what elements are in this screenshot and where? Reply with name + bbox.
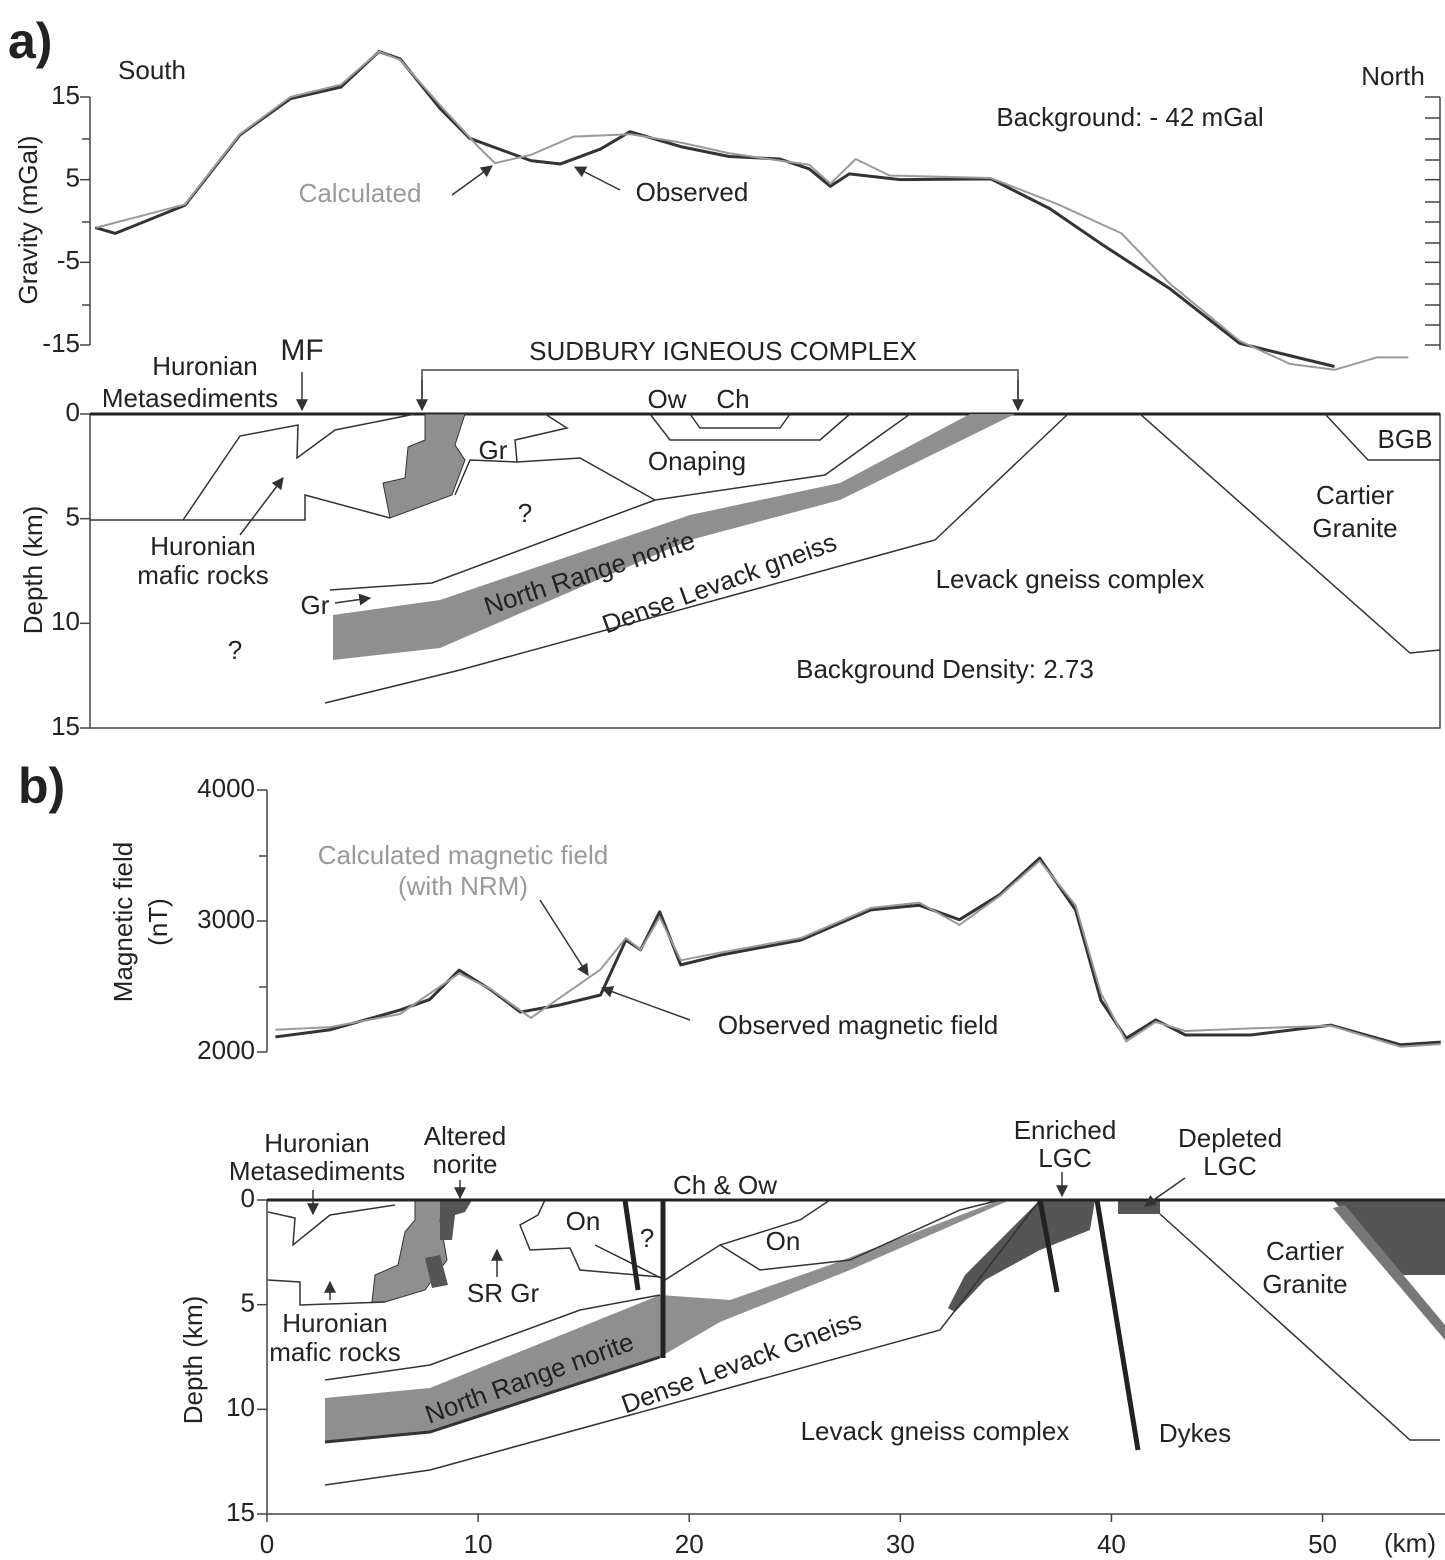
annotation: Background: - 42 mGal [996,102,1263,132]
unit-label: Huronian [282,1308,388,1338]
y-tick-label: 5 [66,502,80,532]
y-axis-title: Gravity (mGal) [13,136,43,305]
unit-label: Ch [716,384,749,414]
y-tick-label: 10 [51,606,80,636]
annotation: South [118,55,186,85]
unit-label: LGC [1038,1143,1091,1173]
x-tick-label: 30 [886,1529,915,1559]
unit-label: SUDBURY IGNEOUS COMPLEX [529,336,917,366]
data-line [94,50,1335,368]
unit-label: Depleted [1178,1123,1282,1153]
unit-label: Enriched [1014,1115,1117,1145]
unit-label: Ch & Ow [673,1170,777,1200]
y-tick-label: 15 [51,80,80,110]
unit-label: Granite [1312,513,1397,543]
unit-label: Huronian [152,351,258,381]
data-line [96,50,1409,371]
section-a [89,369,1441,729]
y-tick-label: 2000 [197,1035,255,1065]
y-tick-label: 4000 [197,773,255,803]
y-axis-title: Depth (km) [178,1296,208,1425]
x-tick-label: 50 [1308,1529,1337,1559]
y-tick-label: 5 [241,1288,255,1318]
unit-label: On [766,1226,801,1256]
unit-label: Onaping [648,446,746,476]
unit-label: On [566,1206,601,1236]
unit-label: mafic rocks [137,560,268,590]
unit-label: Background Density: 2.73 [796,654,1094,684]
panel-label: a) [8,13,52,69]
minor-ticks [82,117,1440,326]
unit-label: Cartier [1316,480,1394,510]
y-tick-label: 5 [66,163,80,193]
data-line [275,859,1441,1048]
series-label: Calculated magnetic field [318,840,609,870]
unit-label: Gr [301,590,330,620]
y-tick-label: 15 [51,711,80,741]
y-tick-label: 10 [226,1392,255,1422]
unit-label: norite [432,1149,497,1179]
series-label: Observed magnetic field [718,1010,998,1040]
unit-label: SR Gr [467,1278,540,1308]
unit-label: Dykes [1159,1418,1231,1448]
y-axis-title: (nT) [143,898,173,946]
unit-label: ? [640,1223,654,1253]
y-tick-label: -15 [42,328,80,358]
y-tick-label: 0 [241,1183,255,1213]
minor-ticks [259,855,267,988]
unit-label: ? [228,635,242,665]
annotation: North [1361,61,1425,91]
unit-label: BGB [1378,424,1433,454]
unit-label: MF [280,334,323,367]
unit-label: Huronian [150,531,256,561]
unit-label: Altered [424,1121,506,1151]
y-tick-label: 3000 [197,904,255,934]
unit-label: ? [518,498,532,528]
unit-label: Metasediments [229,1156,405,1186]
arrow [539,899,589,977]
arrow [600,986,691,1021]
unit-label: LGC [1203,1151,1256,1181]
y-tick-label: 0 [66,397,80,427]
unit-label: mafic rocks [269,1337,400,1367]
annotation: (with NRM) [398,871,528,901]
unit-label: Ow [648,384,687,414]
x-tick-label: 0 [260,1529,274,1559]
section-b [266,1172,1445,1515]
x-tick-label: 40 [1097,1529,1126,1559]
arrow [573,166,621,191]
y-tick-label: 15 [226,1497,255,1527]
y-axis-title: Depth (km) [18,506,48,635]
series-label: Observed [636,177,749,207]
unit-label: Huronian [264,1128,370,1158]
panel-label: b) [18,758,65,814]
x-tick-label: 10 [464,1529,493,1559]
unit-label: Metasediments [102,383,278,413]
y-tick-label: -5 [57,245,80,275]
unit-label: Levack gneiss complex [801,1416,1070,1446]
unit-label: Granite [1262,1269,1347,1299]
x-axis-title: (km) [1384,1528,1436,1558]
arrow [451,165,493,196]
unit-label: Cartier [1266,1236,1344,1266]
unit-label: Gr [479,435,508,465]
unit-label: Levack gneiss complex [936,564,1205,594]
series-label: Calculated [299,178,422,208]
y-axis-title: Magnetic field [108,842,138,1002]
unit-label: North Range norite [421,1326,638,1429]
x-tick-label: 20 [675,1529,704,1559]
